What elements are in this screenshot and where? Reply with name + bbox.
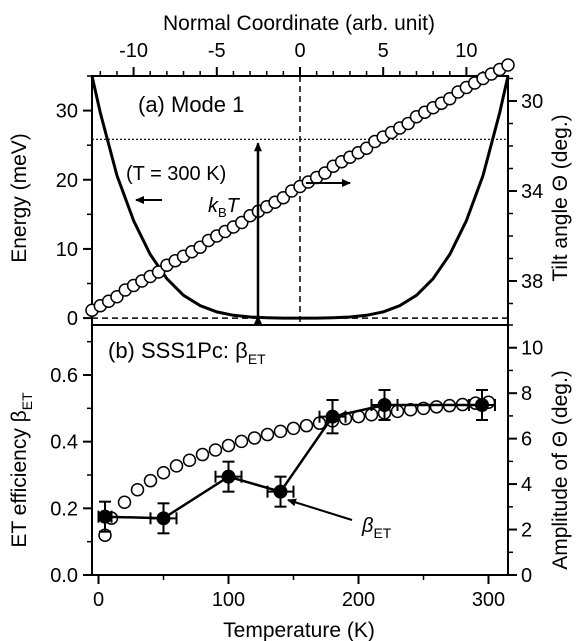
panel-b-arrows (287, 498, 353, 521)
temperature-tick-label: 100 (212, 589, 245, 611)
temperature-tick-label: 200 (342, 589, 375, 611)
kbt-t: T (227, 195, 241, 217)
panel-a-right-axis-title: Tilt angle Θ (deg.) (549, 114, 572, 281)
top-tick-label: -5 (208, 40, 226, 62)
energy-tick-label: 30 (56, 101, 78, 123)
panel-b-left-axis-title-main: ET efficiency β (8, 410, 31, 547)
panel-b-label-main: (b) SSS1Pc: β (108, 338, 248, 363)
amplitude-point (429, 400, 444, 414)
temperature-annotation: (T = 300 K) (126, 163, 226, 185)
panel-a: -10 -5 0 5 10 0 10 20 30 30 34 38 (a) Mode 1 (T = 3… (8, 40, 572, 330)
top-tick-label: 10 (455, 40, 477, 62)
amplitude-point (182, 453, 197, 467)
beta-et-sub: ET (373, 525, 391, 541)
kbt-annotation: kBT (208, 195, 241, 220)
amplitude-point (273, 424, 288, 439)
efficiency-point (98, 509, 112, 524)
energy-tick-label: 20 (56, 170, 78, 192)
tilt-tick-label: 34 (521, 181, 543, 203)
panel-b-ticks: 0 100 200 300 0.0 0.2 0.4 0.6 0 2 4 6 8 10 (50, 324, 543, 611)
kbt-k: k (208, 195, 219, 217)
panel-b-left-axis-title-sub: ET (19, 392, 35, 410)
panel-b-series (97, 389, 496, 542)
amplitude-point (208, 443, 223, 457)
energy-tick-label: 10 (56, 239, 78, 261)
top-tick-label: 5 (378, 40, 389, 62)
beta-et-main: β (361, 515, 373, 537)
potential-energy-curve (90, 75, 510, 320)
panel-a-label: (a) Mode 1 (138, 92, 244, 117)
amplitude-tick-label: 10 (521, 338, 543, 360)
amplitude-point (156, 465, 171, 480)
top-axis-title: Normal Coordinate (arb. unit) (163, 12, 435, 35)
amplitude-point (247, 431, 262, 445)
beta-et-arrow (287, 498, 353, 521)
efficiency-point (221, 469, 236, 484)
tilt-angle-point (501, 58, 515, 72)
amplitude-point (143, 473, 158, 488)
panel-b-label-sub: ET (248, 351, 266, 367)
amplitude-point (221, 438, 236, 453)
amplitude-tick-label: 8 (521, 383, 532, 405)
panel-a-reference-lines (92, 76, 508, 325)
amplitude-point (234, 434, 249, 449)
amplitude-point (195, 447, 210, 462)
efficiency-tick-label: 0.6 (50, 365, 78, 387)
amplitude-tick-label: 4 (521, 474, 532, 496)
panel-b-label: (b) SSS1Pc: βET (108, 338, 266, 367)
amplitude-point (169, 459, 184, 473)
beta-et-annotation: βET (361, 515, 392, 541)
tilt-tick-label: 38 (521, 271, 543, 293)
panel-b-left-axis-title: ET efficiency βET (8, 392, 35, 548)
kbt-sub: B (218, 205, 227, 220)
temperature-tick-label: 0 (93, 589, 104, 611)
panel-a-ticks: -10 -5 0 5 10 0 10 20 30 30 34 38 (56, 40, 544, 330)
bottom-axis-title: Temperature (K) (223, 619, 375, 641)
amplitude-point (117, 495, 132, 510)
efficiency-point (156, 511, 171, 526)
tilt-tick-label: 30 (521, 91, 543, 113)
panel-a-arrows (135, 142, 351, 325)
top-tick-label: -10 (119, 40, 148, 62)
amplitude-tick-label: 0 (521, 565, 532, 587)
panel-a-series (85, 58, 515, 320)
efficiency-tick-label: 0.4 (50, 432, 78, 454)
top-tick-label: 0 (294, 40, 305, 62)
amplitude-point (260, 427, 275, 442)
efficiency-point (325, 409, 340, 424)
amplitude-point (299, 418, 314, 433)
amplitude-tick-label: 6 (521, 429, 532, 451)
panel-b-frame (91, 324, 509, 576)
amplitude-point (130, 483, 145, 497)
panel-b-right-axis-title: Amplitude of Θ (deg.) (549, 370, 572, 570)
efficiency-point (475, 398, 489, 412)
amplitude-tick-label: 2 (521, 520, 532, 542)
panel-a-left-axis-title: Energy (meV) (8, 133, 31, 263)
temperature-tick-label: 300 (472, 589, 505, 611)
efficiency-point (377, 398, 392, 412)
amplitude-point (286, 421, 301, 436)
efficiency-tick-label: 0.2 (50, 498, 78, 520)
panel-b: 0 100 200 300 0.0 0.2 0.4 0.6 0 2 4 6 8 10 (b) SSS1Pc… (8, 324, 572, 641)
efficiency-point (273, 484, 288, 499)
efficiency-tick-label: 0.0 (50, 565, 78, 587)
energy-tick-label: 0 (67, 308, 78, 330)
